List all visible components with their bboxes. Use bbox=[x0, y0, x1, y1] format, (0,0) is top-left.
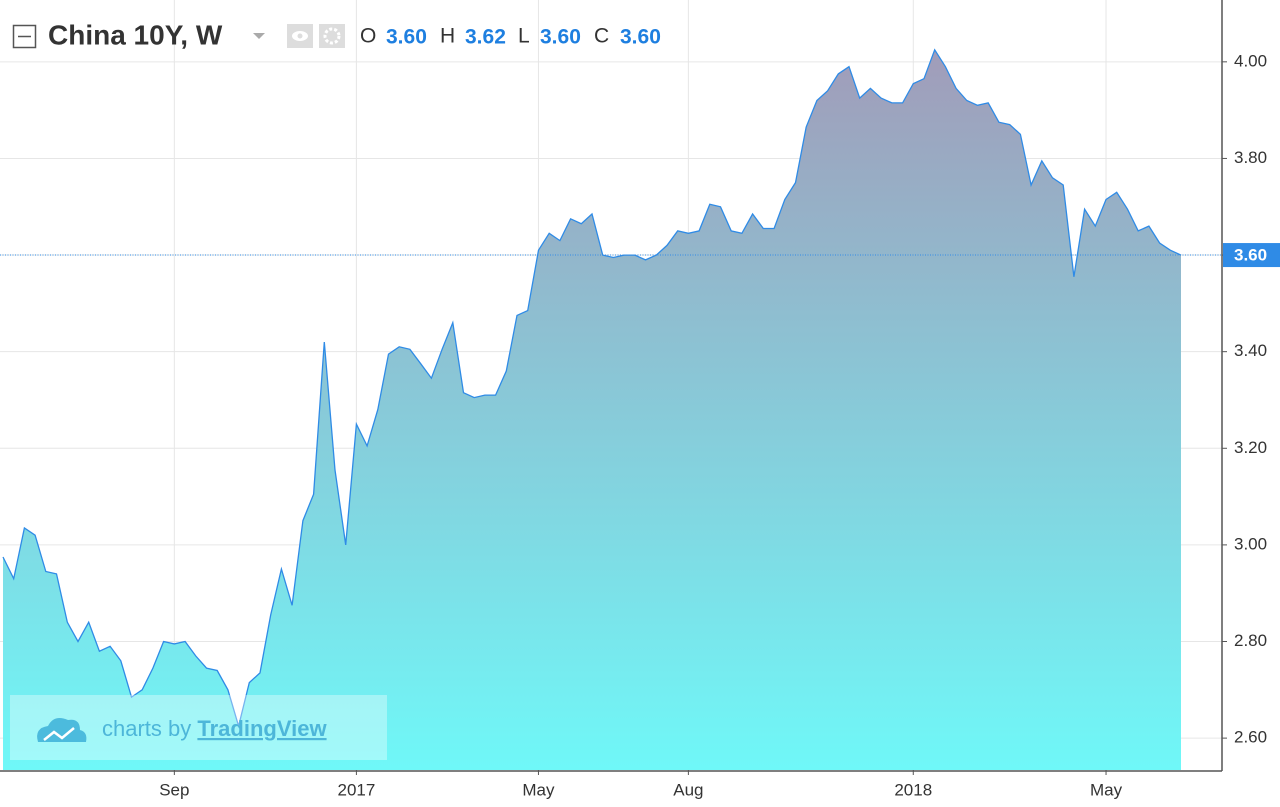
symbol-title[interactable]: China 10Y, W bbox=[48, 19, 223, 50]
watermark-link[interactable]: TradingView bbox=[197, 716, 327, 741]
x-tick-label: 2018 bbox=[894, 780, 932, 799]
y-tick-label: 2.60 bbox=[1234, 728, 1267, 747]
y-tick-label: 2.80 bbox=[1234, 631, 1267, 650]
price-line bbox=[2, 48, 1182, 729]
dropdown-caret[interactable] bbox=[253, 33, 265, 39]
ohlc-key: L bbox=[518, 25, 530, 48]
watermark-text: charts by TradingView bbox=[102, 716, 327, 741]
logo-line bbox=[43, 727, 75, 741]
ohlc-value: 3.62 bbox=[465, 26, 506, 49]
y-tick-label: 3.00 bbox=[1234, 534, 1267, 553]
gear-icon bbox=[323, 27, 341, 45]
x-tick-label: Sep bbox=[159, 780, 189, 799]
y-tick-label: 4.00 bbox=[1234, 51, 1267, 70]
y-tick-label: 3.40 bbox=[1234, 341, 1267, 360]
x-tick-label: May bbox=[1090, 780, 1123, 799]
y-tick-label: 3.20 bbox=[1234, 438, 1267, 457]
watermark[interactable]: charts by TradingView bbox=[10, 695, 387, 760]
legend-header: China 10Y, W O 3.60 H 3.62 L 3.60 C 3.60 bbox=[12, 19, 661, 50]
ohlc-value: 3.60 bbox=[386, 26, 427, 49]
area-fill bbox=[3, 49, 1181, 771]
last-price-label: 3.60 bbox=[1234, 246, 1267, 265]
x-tick-label: 2017 bbox=[337, 780, 375, 799]
y-tick-label: 3.80 bbox=[1234, 148, 1267, 167]
x-tick-label: Aug bbox=[673, 780, 703, 799]
ohlc-value: 3.60 bbox=[620, 26, 661, 49]
watermark-prefix: charts by bbox=[102, 716, 191, 741]
ohlc-key: H bbox=[440, 25, 455, 48]
ohlc-key: C bbox=[594, 25, 609, 48]
eye-pupil bbox=[297, 33, 303, 39]
x-tick-label: May bbox=[522, 780, 555, 799]
last-price-tag bbox=[1223, 243, 1280, 268]
ohlc-value: 3.60 bbox=[540, 26, 581, 49]
ohlc-key: O bbox=[360, 25, 376, 48]
